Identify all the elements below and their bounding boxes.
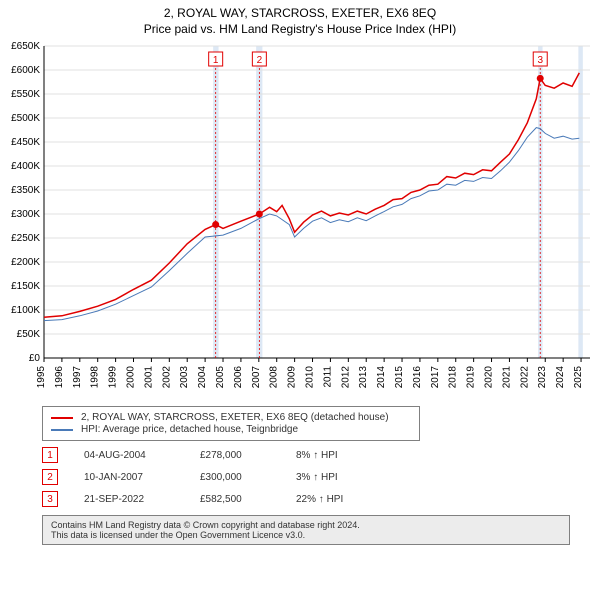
svg-text:£200K: £200K [11,257,40,268]
event-row: 1 04-AUG-2004 £278,000 8% ↑ HPI [42,447,588,463]
svg-text:2004: 2004 [197,366,208,389]
svg-text:£0: £0 [29,353,41,364]
svg-text:2002: 2002 [161,366,172,389]
svg-text:2014: 2014 [376,366,387,389]
svg-text:£150K: £150K [11,281,40,292]
svg-text:2025: 2025 [573,366,584,389]
svg-text:£500K: £500K [11,113,40,124]
svg-text:2001: 2001 [143,366,154,389]
svg-text:2022: 2022 [519,366,530,389]
svg-text:2008: 2008 [269,366,280,389]
svg-text:2021: 2021 [501,366,512,389]
events-table: 1 04-AUG-2004 £278,000 8% ↑ HPI 2 10-JAN-2007… [42,447,588,507]
legend-row: HPI: Average price, detached house, Teig… [51,424,411,435]
svg-text:1: 1 [213,55,219,66]
svg-text:2006: 2006 [233,366,244,389]
svg-text:2015: 2015 [394,366,405,389]
svg-text:2012: 2012 [340,366,351,389]
event-pct: 22% ↑ HPI [296,494,376,505]
event-row: 3 21-SEP-2022 £582,500 22% ↑ HPI [42,491,588,507]
svg-text:2019: 2019 [466,366,477,389]
svg-text:£400K: £400K [11,161,40,172]
footer-line2: This data is licensed under the Open Gov… [51,530,561,540]
svg-text:2005: 2005 [215,366,226,389]
legend-label: HPI: Average price, detached house, Teig… [81,424,298,435]
chart-container: 2, ROYAL WAY, STARCROSS, EXETER, EX6 8EQ… [0,0,600,545]
svg-text:2013: 2013 [358,366,369,389]
svg-text:1998: 1998 [90,366,101,389]
title-block: 2, ROYAL WAY, STARCROSS, EXETER, EX6 8EQ… [0,0,600,40]
svg-text:2000: 2000 [126,366,137,389]
legend-swatch [51,429,73,431]
chart-svg: £0 £50K £100K £150K £200K £250K £300K £350K £400… [0,40,600,400]
legend-swatch [51,417,73,419]
title-address: 2, ROYAL WAY, STARCROSS, EXETER, EX6 8EQ [0,6,600,20]
event-badge: 1 [42,447,58,463]
title-subtitle: Price paid vs. HM Land Registry's House … [0,22,600,36]
svg-text:1996: 1996 [54,366,65,389]
event-price: £300,000 [200,472,270,483]
event-badge: 3 [42,491,58,507]
svg-text:2007: 2007 [251,366,262,389]
event-price: £278,000 [200,450,270,461]
svg-text:£350K: £350K [11,185,40,196]
svg-text:£50K: £50K [17,329,41,340]
svg-text:1995: 1995 [36,366,47,389]
event-date: 10-JAN-2007 [84,472,174,483]
svg-text:1999: 1999 [108,366,119,389]
legend-row: 2, ROYAL WAY, STARCROSS, EXETER, EX6 8EQ… [51,412,411,423]
event-badge: 2 [42,469,58,485]
svg-text:£650K: £650K [11,41,40,52]
legend-label: 2, ROYAL WAY, STARCROSS, EXETER, EX6 8EQ… [81,412,389,423]
svg-text:2018: 2018 [448,366,459,389]
svg-text:2016: 2016 [412,366,423,389]
svg-text:2: 2 [257,55,263,66]
svg-text:£100K: £100K [11,305,40,316]
event-date: 21-SEP-2022 [84,494,174,505]
svg-text:2010: 2010 [305,366,316,389]
event-pct: 8% ↑ HPI [296,450,376,461]
svg-text:£600K: £600K [11,65,40,76]
footer-note: Contains HM Land Registry data © Crown c… [42,515,570,545]
legend: 2, ROYAL WAY, STARCROSS, EXETER, EX6 8EQ… [42,406,420,441]
footer-line1: Contains HM Land Registry data © Crown c… [51,520,561,530]
svg-text:2011: 2011 [322,366,333,388]
svg-text:2017: 2017 [430,366,441,389]
event-row: 2 10-JAN-2007 £300,000 3% ↑ HPI [42,469,588,485]
svg-text:2020: 2020 [484,366,495,389]
svg-text:£550K: £550K [11,89,40,100]
svg-text:£450K: £450K [11,137,40,148]
event-price: £582,500 [200,494,270,505]
svg-text:2003: 2003 [179,366,190,389]
svg-text:£300K: £300K [11,209,40,220]
chart-area: £0 £50K £100K £150K £200K £250K £300K £350K £400… [0,40,600,400]
event-date: 04-AUG-2004 [84,450,174,461]
svg-text:2023: 2023 [537,366,548,389]
svg-text:2024: 2024 [555,366,566,389]
svg-text:£250K: £250K [11,233,40,244]
event-pct: 3% ↑ HPI [296,472,376,483]
svg-text:2009: 2009 [287,366,298,389]
svg-text:1997: 1997 [72,366,83,389]
svg-text:3: 3 [537,55,543,66]
